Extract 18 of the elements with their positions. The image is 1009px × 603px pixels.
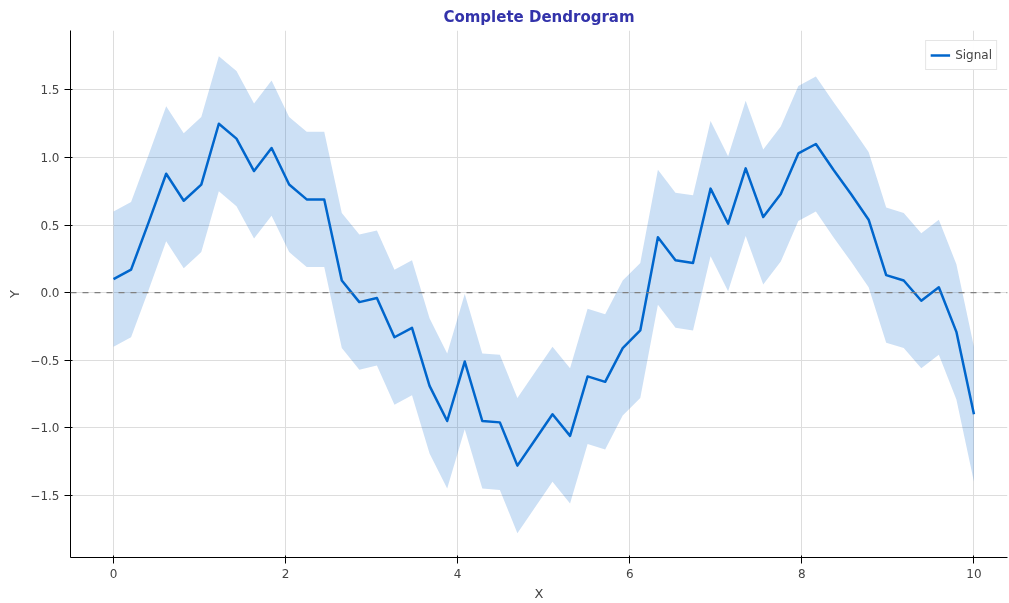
- y-tick-label: 0.0: [40, 286, 60, 301]
- x-axis-title: X: [534, 585, 544, 601]
- x-tick-label: 4: [453, 566, 462, 581]
- y-tick-label: −1.0: [30, 421, 60, 436]
- y-tick-label: 0.5: [40, 218, 60, 233]
- y-tick-label: −0.5: [30, 353, 60, 368]
- line-series: [112, 122, 976, 467]
- y-tick-label: 1.0: [40, 151, 60, 166]
- x-tick-label: 6: [625, 566, 634, 581]
- y-axis-title: Y: [7, 289, 23, 299]
- y-tick-label: −1.5: [30, 488, 60, 503]
- chart-title: Complete Dendrogram: [443, 7, 635, 26]
- x-tick-label: 8: [798, 566, 806, 581]
- x-tick-label: 10: [966, 566, 982, 581]
- x-tick-label: 0: [109, 566, 118, 581]
- legend-label: Signal: [955, 48, 992, 62]
- x-tick-label: 2: [281, 566, 290, 581]
- y-tick-label: 1.5: [40, 83, 60, 98]
